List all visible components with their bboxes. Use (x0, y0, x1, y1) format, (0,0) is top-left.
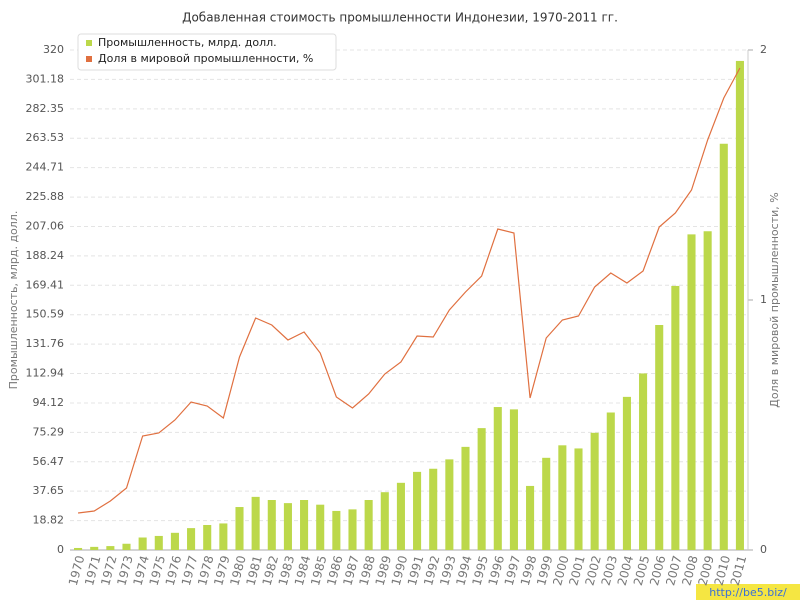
y2-tick-label: 2 (760, 43, 767, 56)
bar (719, 143, 728, 550)
y-tick-label: 112.94 (26, 367, 65, 380)
bar (606, 412, 615, 550)
bar (622, 396, 631, 550)
y-tick-label: 0 (57, 543, 64, 556)
bar (170, 532, 179, 550)
y-tick-label: 56.47 (33, 455, 65, 468)
bar (74, 547, 83, 550)
y-tick-label: 244.71 (26, 161, 65, 174)
bar (671, 285, 680, 550)
bar (106, 546, 115, 550)
bar (138, 537, 147, 550)
watermark-bg (696, 584, 800, 600)
legend-label: Промышленность, млрд. долл. (98, 36, 277, 49)
bar (380, 492, 389, 550)
bar (542, 457, 551, 550)
bar (526, 485, 535, 550)
bar (413, 471, 422, 550)
bar (203, 525, 212, 550)
y-tick-label: 150.59 (26, 308, 65, 321)
bar (461, 446, 470, 550)
bar (558, 445, 567, 550)
y-tick-label: 282.35 (26, 102, 65, 115)
bar (235, 507, 244, 550)
bar (154, 535, 163, 550)
chart-title: Добавленная стоимость промышленности Инд… (182, 11, 618, 25)
y-tick-label: 94.12 (33, 396, 65, 409)
y-tick-label: 169.41 (26, 278, 65, 291)
bar (316, 504, 325, 550)
legend-label: Доля в мировой промышленности, % (98, 52, 313, 65)
y-tick-label: 188.24 (26, 249, 65, 262)
y-axis-label: Промышленность, млрд. долл. (7, 211, 20, 390)
bar (364, 500, 373, 550)
bar (445, 459, 454, 550)
bar (251, 496, 260, 550)
y-tick-label: 18.82 (33, 514, 65, 527)
bar (493, 407, 502, 550)
bar (332, 510, 341, 550)
y-tick-label: 207.06 (26, 219, 65, 232)
bar (574, 448, 583, 550)
y2-tick-label: 0 (760, 543, 767, 556)
y2-axis-label: Доля в мировой промышленности, % (768, 192, 781, 407)
bar (187, 528, 196, 550)
watermark: http://be5.biz/ (709, 586, 787, 599)
bar (90, 546, 99, 550)
bar (283, 503, 292, 550)
bar (590, 432, 599, 550)
legend-box (77, 33, 337, 71)
bar (267, 500, 276, 550)
legend-swatch (86, 56, 92, 62)
bar (219, 523, 228, 550)
y-tick-label: 75.29 (33, 425, 65, 438)
bar (300, 500, 309, 550)
y-tick-label: 320 (43, 43, 64, 56)
bar (735, 60, 744, 550)
bar (122, 543, 131, 550)
bar (429, 468, 438, 550)
y2-tick-label: 1 (760, 293, 767, 306)
y-tick-label: 263.53 (26, 131, 65, 144)
line (77, 67, 741, 514)
bar (687, 234, 696, 550)
y-tick-label: 131.76 (26, 337, 65, 350)
legend-swatch (86, 40, 92, 46)
bar (348, 509, 357, 550)
bar (396, 482, 405, 550)
y-tick-label: 225.88 (26, 190, 65, 203)
bar (703, 231, 712, 550)
y-tick-label: 301.18 (26, 72, 65, 85)
bar (639, 373, 648, 550)
y-tick-label: 37.65 (33, 484, 65, 497)
bar (655, 325, 664, 550)
bar (509, 409, 518, 550)
bar (477, 428, 486, 550)
